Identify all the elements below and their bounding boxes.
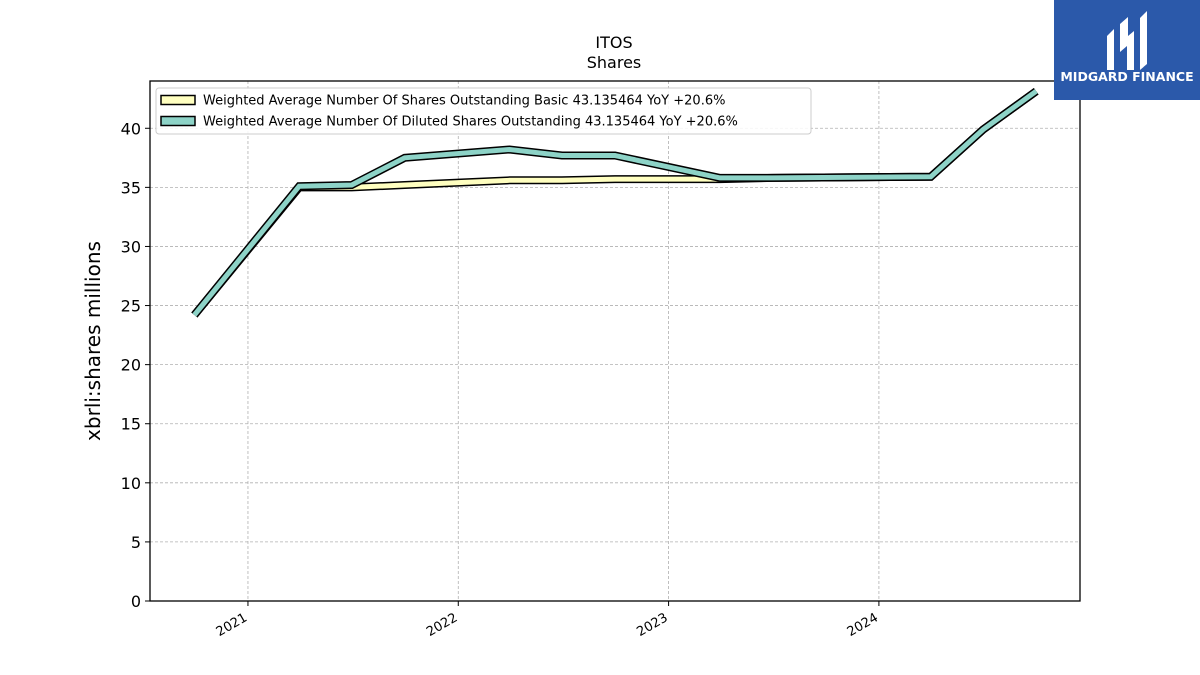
y-tick-label: 10	[121, 474, 141, 493]
y-tick-label: 0	[131, 592, 141, 611]
x-tick-label: 2022	[424, 610, 460, 640]
legend-box	[155, 87, 812, 135]
plot-frame	[149, 80, 1081, 602]
series-layer	[191, 87, 1039, 318]
chart-subtitle: Shares	[587, 53, 642, 72]
series-stroke	[192, 89, 1038, 317]
y-tick-label: 35	[121, 178, 141, 197]
y-tick-label: 15	[121, 415, 141, 434]
x-tick-label: 2023	[634, 610, 670, 640]
y-axis-label: xbrli:shares millions	[81, 241, 105, 441]
chart-titles: ITOS Shares	[587, 33, 642, 72]
x-axis: 2021 2022 2023 2024	[214, 601, 881, 640]
x-tick-label: 2021	[214, 610, 250, 640]
legend-swatch	[160, 115, 196, 127]
series-2-line	[191, 87, 1039, 318]
y-tick-label: 40	[121, 119, 141, 138]
y-tick-label: 5	[131, 533, 141, 552]
legend-swatch	[160, 94, 196, 106]
legend-label: Weighted Average Number Of Diluted Share…	[203, 115, 738, 130]
y-tick-label: 20	[121, 356, 141, 375]
chart-title: ITOS	[595, 33, 632, 52]
brand-name: MIDGARD FINANCE	[1060, 69, 1193, 84]
y-axis: 0 5 10 15 20 25 30 35 40	[121, 119, 150, 611]
legend-label: Weighted Average Number Of Shares Outsta…	[203, 94, 725, 109]
legend: Weighted Average Number Of Shares Outsta…	[155, 87, 812, 135]
midgard-m-logo-icon	[1107, 11, 1147, 70]
y-tick-label: 25	[121, 297, 141, 316]
brand-logo: MIDGARD FINANCE	[1054, 0, 1200, 100]
y-tick-label: 30	[121, 237, 141, 256]
x-tick-label: 2024	[845, 610, 881, 640]
